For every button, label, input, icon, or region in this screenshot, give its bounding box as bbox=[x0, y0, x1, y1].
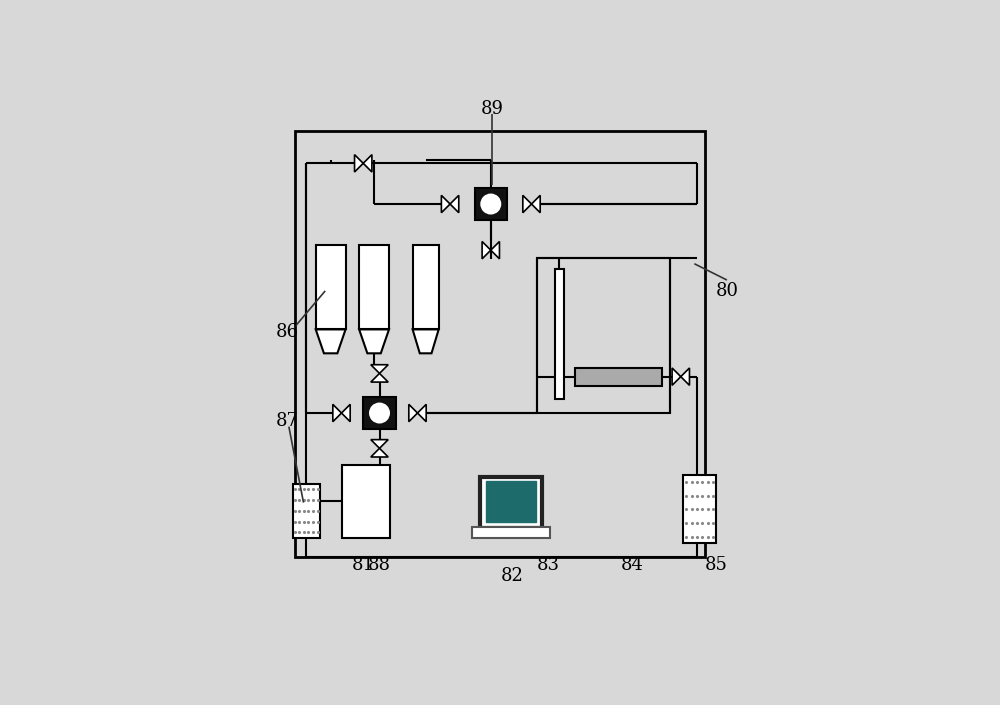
Bar bbox=[537, 258, 670, 413]
Bar bbox=[413, 245, 439, 329]
Polygon shape bbox=[316, 329, 346, 353]
Text: 80: 80 bbox=[715, 282, 738, 300]
Polygon shape bbox=[418, 405, 426, 422]
Text: 86: 86 bbox=[276, 323, 299, 341]
Text: 81: 81 bbox=[352, 556, 375, 574]
Polygon shape bbox=[409, 405, 418, 422]
Bar bbox=[363, 397, 396, 429]
Bar bbox=[342, 465, 390, 538]
Polygon shape bbox=[333, 405, 342, 422]
Polygon shape bbox=[342, 405, 350, 422]
Polygon shape bbox=[371, 364, 388, 374]
Circle shape bbox=[481, 195, 500, 214]
Circle shape bbox=[370, 403, 389, 422]
Bar bbox=[472, 527, 550, 538]
Bar bbox=[683, 475, 716, 544]
Bar bbox=[295, 130, 705, 557]
Bar bbox=[486, 481, 536, 522]
Bar bbox=[575, 368, 662, 386]
Polygon shape bbox=[672, 368, 681, 386]
Bar bbox=[475, 188, 507, 220]
Polygon shape bbox=[413, 329, 439, 353]
Text: 82: 82 bbox=[501, 567, 524, 585]
Polygon shape bbox=[531, 195, 540, 213]
Bar bbox=[293, 484, 320, 538]
Polygon shape bbox=[363, 154, 372, 172]
Text: 83: 83 bbox=[536, 556, 559, 574]
Polygon shape bbox=[482, 242, 491, 259]
Polygon shape bbox=[681, 368, 689, 386]
Polygon shape bbox=[450, 195, 459, 213]
Polygon shape bbox=[371, 440, 388, 448]
Polygon shape bbox=[371, 374, 388, 382]
Polygon shape bbox=[355, 154, 363, 172]
Bar bbox=[359, 245, 389, 329]
Text: 87: 87 bbox=[276, 412, 299, 430]
Text: 85: 85 bbox=[705, 556, 728, 574]
Polygon shape bbox=[441, 195, 450, 213]
Polygon shape bbox=[523, 195, 531, 213]
Polygon shape bbox=[371, 448, 388, 457]
Text: 84: 84 bbox=[620, 556, 643, 574]
Text: 88: 88 bbox=[368, 556, 391, 574]
Text: 89: 89 bbox=[480, 100, 503, 118]
Bar bbox=[480, 477, 542, 528]
Bar bbox=[555, 269, 564, 400]
Polygon shape bbox=[359, 329, 389, 353]
Bar bbox=[316, 245, 346, 329]
Polygon shape bbox=[491, 242, 499, 259]
